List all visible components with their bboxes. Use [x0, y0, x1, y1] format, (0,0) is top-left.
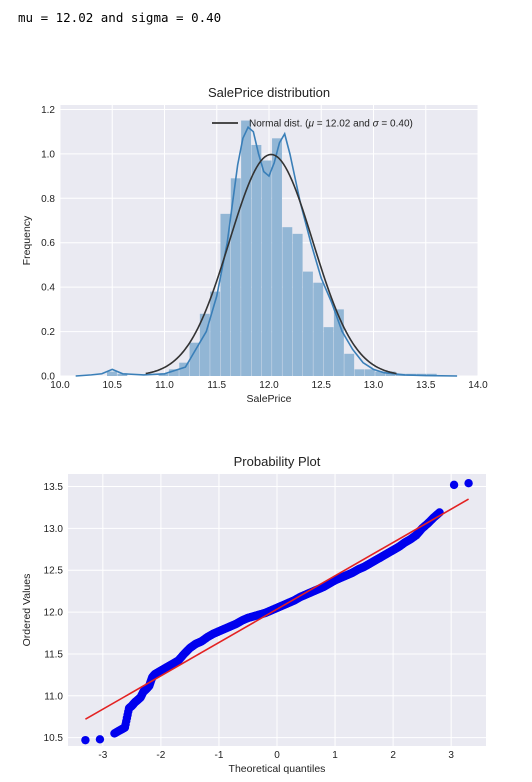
histogram-bar	[107, 371, 117, 376]
x-tick-label: 0	[274, 750, 280, 761]
y-tick-label: 10.5	[44, 733, 64, 744]
histogram-bar	[333, 309, 344, 376]
histogram-bar	[364, 369, 375, 376]
x-tick-label: 10.0	[50, 380, 70, 391]
x-tick-label: 2	[390, 750, 396, 761]
console-output: mu = 12.02 and sigma = 0.40	[18, 10, 222, 25]
data-point	[464, 479, 473, 488]
y-tick-label: 13.5	[44, 482, 64, 493]
y-tick-label: 11.5	[44, 649, 63, 660]
histogram-bar	[261, 160, 272, 376]
x-tick-label: 13.0	[364, 380, 384, 391]
y-tick-label: 0.2	[41, 327, 55, 338]
histogram-bar	[272, 138, 282, 376]
y-tick-label: 1.0	[41, 149, 55, 160]
histogram-bar	[220, 213, 231, 376]
probability-plot-chart: -3 -2 -1 0 1 2 3 10.5 11.0 11.5 12.0 12.5 13.0 13.5 Pr…	[21, 454, 486, 775]
x-tick-label: -2	[156, 750, 165, 761]
x-tick-label: 12.0	[259, 380, 279, 391]
histogram-bar	[344, 353, 355, 376]
histogram-bar	[230, 178, 241, 376]
saleprice-distribution-chart: 10.0 10.5 11.0 11.5 12.0 12.5 13.0 13.5 14.0 0.0 0…	[21, 85, 488, 405]
histogram-bar	[313, 282, 324, 376]
histogram-bar	[241, 120, 252, 376]
x-tick-label: 12.5	[312, 380, 332, 391]
x-tick-label: -1	[214, 750, 223, 761]
histogram-bar	[282, 227, 293, 376]
y-axis-label: Ordered Values	[21, 574, 33, 647]
legend-label-part: = 12.02 and	[314, 119, 373, 130]
histogram-bar	[158, 373, 169, 376]
y-tick-label: 0.0	[41, 372, 55, 383]
x-tick-label: 3	[448, 750, 454, 761]
chart-title: SalePrice distribution	[208, 85, 330, 100]
histogram-bar	[354, 369, 365, 376]
normal-fit-curve	[145, 153, 397, 375]
x-axis-label: Theoretical quantiles	[229, 763, 326, 775]
y-tick-label: 0.6	[41, 238, 55, 249]
data-point	[449, 480, 459, 490]
y-tick-label: 13.0	[44, 524, 64, 535]
x-tick-label: 10.5	[103, 380, 123, 391]
y-tick-label: 12.5	[44, 566, 64, 577]
y-axis-label: Frequency	[21, 215, 33, 265]
y-tick-label: 1.2	[41, 105, 55, 116]
x-tick-label: 11.5	[207, 380, 226, 391]
x-tick-label: -3	[98, 750, 107, 761]
fit-line	[85, 498, 469, 720]
data-point	[95, 735, 105, 744]
legend-label-part: = 0.40)	[379, 119, 413, 130]
x-axis-label: SalePrice	[247, 393, 292, 405]
legend: Normal dist. (μ = 12.02 and σ = 0.40)	[212, 119, 413, 130]
histogram-bar	[292, 233, 303, 376]
y-tick-label: 0.4	[41, 283, 55, 294]
histogram-bar	[375, 371, 386, 376]
kde-curve	[75, 125, 458, 377]
histogram-bar	[117, 373, 128, 376]
y-tick-label: 12.0	[44, 608, 64, 619]
histogram-bar	[199, 313, 210, 376]
histogram-bar	[302, 271, 313, 376]
chart-title: Probability Plot	[234, 454, 321, 469]
y-tick-label: 11.0	[44, 691, 63, 702]
legend-label-part: Normal dist. (	[249, 119, 309, 130]
histogram-bar	[189, 342, 200, 376]
x-tick-label: 1	[332, 750, 338, 761]
legend-label-part: σ	[373, 119, 380, 130]
legend-label: Normal dist. (μ = 12.02 and σ = 0.40)	[249, 119, 413, 130]
histogram-bar	[251, 144, 262, 376]
histogram-bar	[179, 362, 190, 376]
x-tick-label: 13.5	[416, 380, 436, 391]
histogram-bar	[168, 369, 179, 376]
histogram-bar	[323, 327, 334, 376]
x-tick-label: 11.0	[155, 380, 174, 391]
y-tick-label: 0.8	[41, 194, 55, 205]
data-point	[81, 735, 90, 745]
legend-label-part: μ	[307, 119, 314, 130]
histogram-bar	[210, 291, 221, 376]
x-tick-label: 14.0	[468, 380, 488, 391]
